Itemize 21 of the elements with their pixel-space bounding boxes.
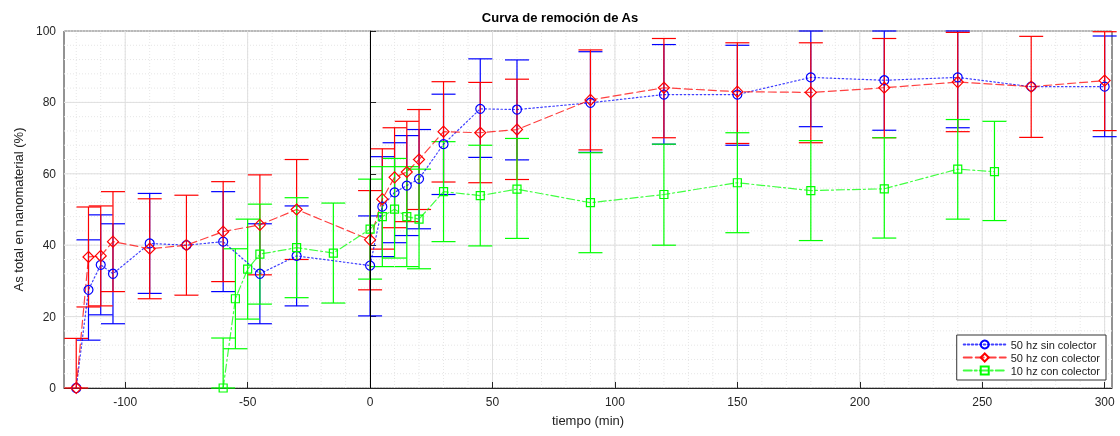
y-tick-label: 0 — [49, 381, 57, 395]
x-tick-label: 300 — [1094, 395, 1115, 409]
x-tick-label: 150 — [727, 395, 748, 409]
legend-label: 50 hz sin colector — [1010, 338, 1097, 351]
y-tick-label: 60 — [42, 166, 57, 181]
y-tick-label: 80 — [42, 95, 57, 110]
legend-label: 10 hz con colector — [1010, 364, 1101, 377]
x-tick-label: 200 — [849, 395, 871, 409]
x-tick-label: -50 — [238, 395, 257, 409]
x-tick-label: 100 — [604, 395, 626, 409]
x-axis-title: tiempo (min) — [551, 413, 625, 428]
y-tick-label: 40 — [42, 238, 57, 253]
x-tick-label: 0 — [366, 395, 374, 409]
x-tick-label: -100 — [113, 395, 138, 409]
x-tick-label: 250 — [972, 395, 993, 409]
y-tick-label: 20 — [42, 309, 57, 324]
y-axis-title: As total en nanomaterial (%) — [11, 127, 27, 292]
y-tick-label: 100 — [35, 24, 57, 38]
legend-label: 50 hz con colector — [1010, 351, 1101, 364]
x-tick-label: 50 — [485, 395, 500, 409]
chart-title: Curva de remoción de As — [481, 10, 639, 25]
